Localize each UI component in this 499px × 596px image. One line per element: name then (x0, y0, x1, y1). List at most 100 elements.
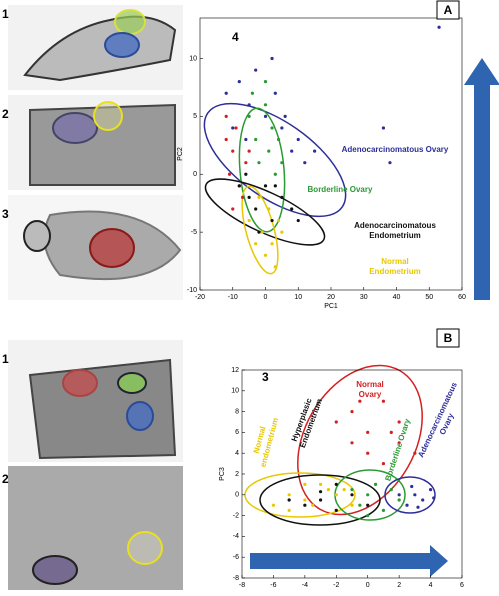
data-point (274, 184, 277, 187)
data-point (319, 490, 322, 493)
data-point (264, 103, 267, 106)
data-point (413, 493, 416, 496)
y-tick-label: -4 (233, 533, 239, 540)
data-point (274, 265, 277, 268)
data-point (405, 504, 408, 507)
data-point (366, 431, 369, 434)
y-tick-label: -2 (233, 512, 239, 519)
data-point (297, 138, 300, 141)
data-point (343, 488, 346, 491)
data-point (261, 231, 264, 234)
data-point (264, 184, 267, 187)
data-point (257, 161, 260, 164)
y-tick-label: 2 (235, 471, 239, 478)
annotation: Endometrium (369, 267, 421, 276)
data-point (297, 219, 300, 222)
data-point (390, 431, 393, 434)
x-tick-label: 20 (327, 294, 335, 301)
annotation: Ovary (359, 390, 382, 399)
data-point (437, 26, 440, 29)
panel-number: 3 (262, 370, 269, 384)
x-tick-label: 40 (393, 294, 401, 301)
data-point (350, 488, 353, 491)
y-tick-label: 6 (235, 429, 239, 436)
data-point (366, 504, 369, 507)
y-axis-label: PC3 (219, 467, 226, 481)
annotation: Endometrium (369, 231, 421, 240)
data-point (288, 493, 291, 496)
data-point (366, 514, 369, 517)
data-point (388, 161, 391, 164)
x-tick-label: -6 (270, 582, 276, 589)
data-point (319, 483, 322, 486)
x-tick-label: 4 (429, 582, 433, 589)
data-point (303, 161, 306, 164)
data-point (277, 219, 280, 222)
data-point (270, 126, 273, 129)
data-point (280, 161, 283, 164)
data-point (241, 196, 244, 199)
image-label: 2 (2, 472, 9, 486)
annotation: Normal (356, 380, 384, 389)
x-tick-label: 0 (264, 294, 268, 301)
data-point (274, 173, 277, 176)
data-point (374, 483, 377, 486)
data-point (272, 504, 275, 507)
image-label: 1 (2, 352, 9, 366)
data-point (350, 493, 353, 496)
data-point (225, 115, 228, 118)
annotation: Normal (381, 257, 409, 266)
y-tick-label: -10 (187, 287, 197, 294)
y-tick-label: 0 (235, 492, 239, 499)
data-point (398, 420, 401, 423)
data-point (270, 219, 273, 222)
data-point (382, 509, 385, 512)
panel-number: 4 (232, 30, 239, 44)
data-point (270, 57, 273, 60)
y-tick-label: 0 (193, 171, 197, 178)
data-point (270, 242, 273, 245)
image-label: 1 (2, 7, 9, 21)
data-point (238, 80, 241, 83)
x-tick-label: 0 (366, 582, 370, 589)
x-axis-label: PC1 (324, 303, 338, 310)
data-point (288, 498, 291, 501)
x-tick-label: -8 (239, 582, 245, 589)
data-point (234, 126, 237, 129)
x-tick-label: -20 (195, 294, 205, 301)
data-point (335, 420, 338, 423)
data-point (274, 92, 277, 95)
x-tick-label: 10 (294, 294, 302, 301)
data-point (225, 92, 228, 95)
data-point (290, 150, 293, 153)
image-label: 2 (2, 107, 9, 121)
data-point (267, 207, 270, 210)
data-point (231, 150, 234, 153)
x-tick-label: -2 (333, 582, 339, 589)
x-tick-label: 60 (458, 294, 466, 301)
y-tick-label: -5 (191, 229, 197, 236)
data-point (244, 173, 247, 176)
data-point (264, 80, 267, 83)
data-point (280, 126, 283, 129)
y-tick-label: 10 (231, 388, 239, 395)
arrows (250, 58, 499, 577)
data-point (313, 150, 316, 153)
data-point (254, 68, 257, 71)
data-point (429, 488, 432, 491)
y-tick-label: -6 (233, 554, 239, 561)
data-point (382, 400, 385, 403)
panel-label: B (444, 331, 453, 345)
data-point (335, 493, 338, 496)
data-point (264, 115, 267, 118)
x-tick-label: 6 (460, 582, 464, 589)
data-point (416, 506, 419, 509)
data-point (231, 126, 234, 129)
y-tick-label: 10 (189, 55, 197, 62)
data-point (358, 400, 361, 403)
data-point (327, 488, 330, 491)
data-point (254, 138, 257, 141)
data-point (248, 103, 251, 106)
y-tick-label: 12 (231, 367, 239, 374)
